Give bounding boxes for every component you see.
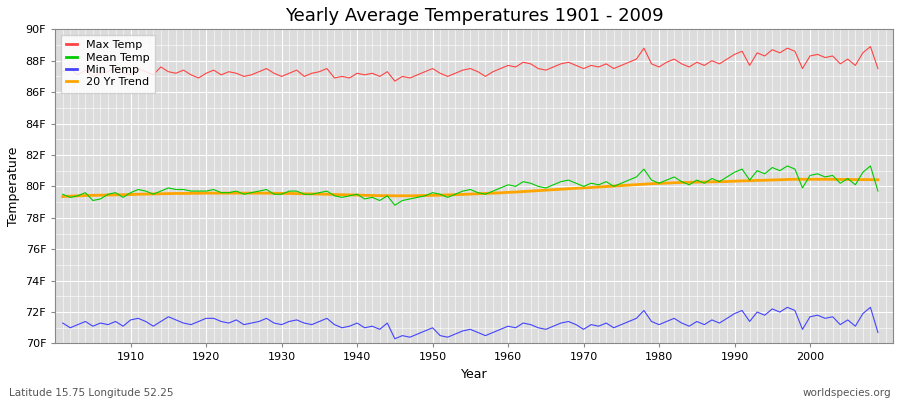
Line: 20 Yr Trend: 20 Yr Trend bbox=[63, 179, 878, 196]
Title: Yearly Average Temperatures 1901 - 2009: Yearly Average Temperatures 1901 - 2009 bbox=[284, 7, 663, 25]
Min Temp bbox=[503, 324, 514, 328]
Mean Temp bbox=[782, 164, 793, 168]
Line: Min Temp: Min Temp bbox=[63, 307, 878, 339]
Max Temp bbox=[329, 76, 340, 80]
Max Temp bbox=[873, 66, 884, 71]
Mean Temp bbox=[390, 203, 400, 208]
Min Temp bbox=[390, 336, 400, 341]
Min Temp bbox=[329, 322, 340, 327]
Mean Temp bbox=[58, 192, 68, 197]
20 Yr Trend bbox=[593, 185, 604, 190]
Max Temp bbox=[58, 69, 68, 74]
Mean Temp bbox=[873, 189, 884, 194]
Min Temp bbox=[782, 305, 793, 310]
Text: Latitude 15.75 Longitude 52.25: Latitude 15.75 Longitude 52.25 bbox=[9, 388, 174, 398]
Mean Temp bbox=[118, 195, 129, 200]
20 Yr Trend bbox=[503, 190, 514, 195]
Min Temp bbox=[873, 330, 884, 335]
X-axis label: Year: Year bbox=[461, 368, 488, 381]
Min Temp bbox=[510, 325, 521, 330]
Max Temp bbox=[118, 71, 129, 76]
Line: Max Temp: Max Temp bbox=[63, 46, 878, 81]
Max Temp bbox=[865, 44, 876, 49]
Min Temp bbox=[284, 319, 294, 324]
20 Yr Trend bbox=[873, 177, 884, 182]
20 Yr Trend bbox=[329, 192, 340, 197]
Max Temp bbox=[503, 63, 514, 68]
Max Temp bbox=[284, 71, 294, 76]
Min Temp bbox=[58, 321, 68, 326]
Mean Temp bbox=[510, 184, 521, 189]
20 Yr Trend bbox=[284, 191, 294, 196]
Line: Mean Temp: Mean Temp bbox=[63, 166, 878, 205]
Max Temp bbox=[390, 79, 400, 84]
Mean Temp bbox=[284, 189, 294, 194]
Min Temp bbox=[601, 321, 612, 326]
Mean Temp bbox=[601, 179, 612, 184]
Mean Temp bbox=[329, 194, 340, 198]
20 Yr Trend bbox=[789, 177, 800, 182]
Max Temp bbox=[601, 62, 612, 66]
Y-axis label: Temperature: Temperature bbox=[7, 147, 20, 226]
20 Yr Trend bbox=[495, 190, 506, 195]
20 Yr Trend bbox=[118, 192, 129, 197]
Legend: Max Temp, Mean Temp, Min Temp, 20 Yr Trend: Max Temp, Mean Temp, Min Temp, 20 Yr Tre… bbox=[60, 35, 156, 93]
Mean Temp bbox=[503, 182, 514, 187]
Max Temp bbox=[510, 64, 521, 69]
20 Yr Trend bbox=[58, 194, 68, 199]
Text: worldspecies.org: worldspecies.org bbox=[803, 388, 891, 398]
Min Temp bbox=[118, 324, 129, 328]
